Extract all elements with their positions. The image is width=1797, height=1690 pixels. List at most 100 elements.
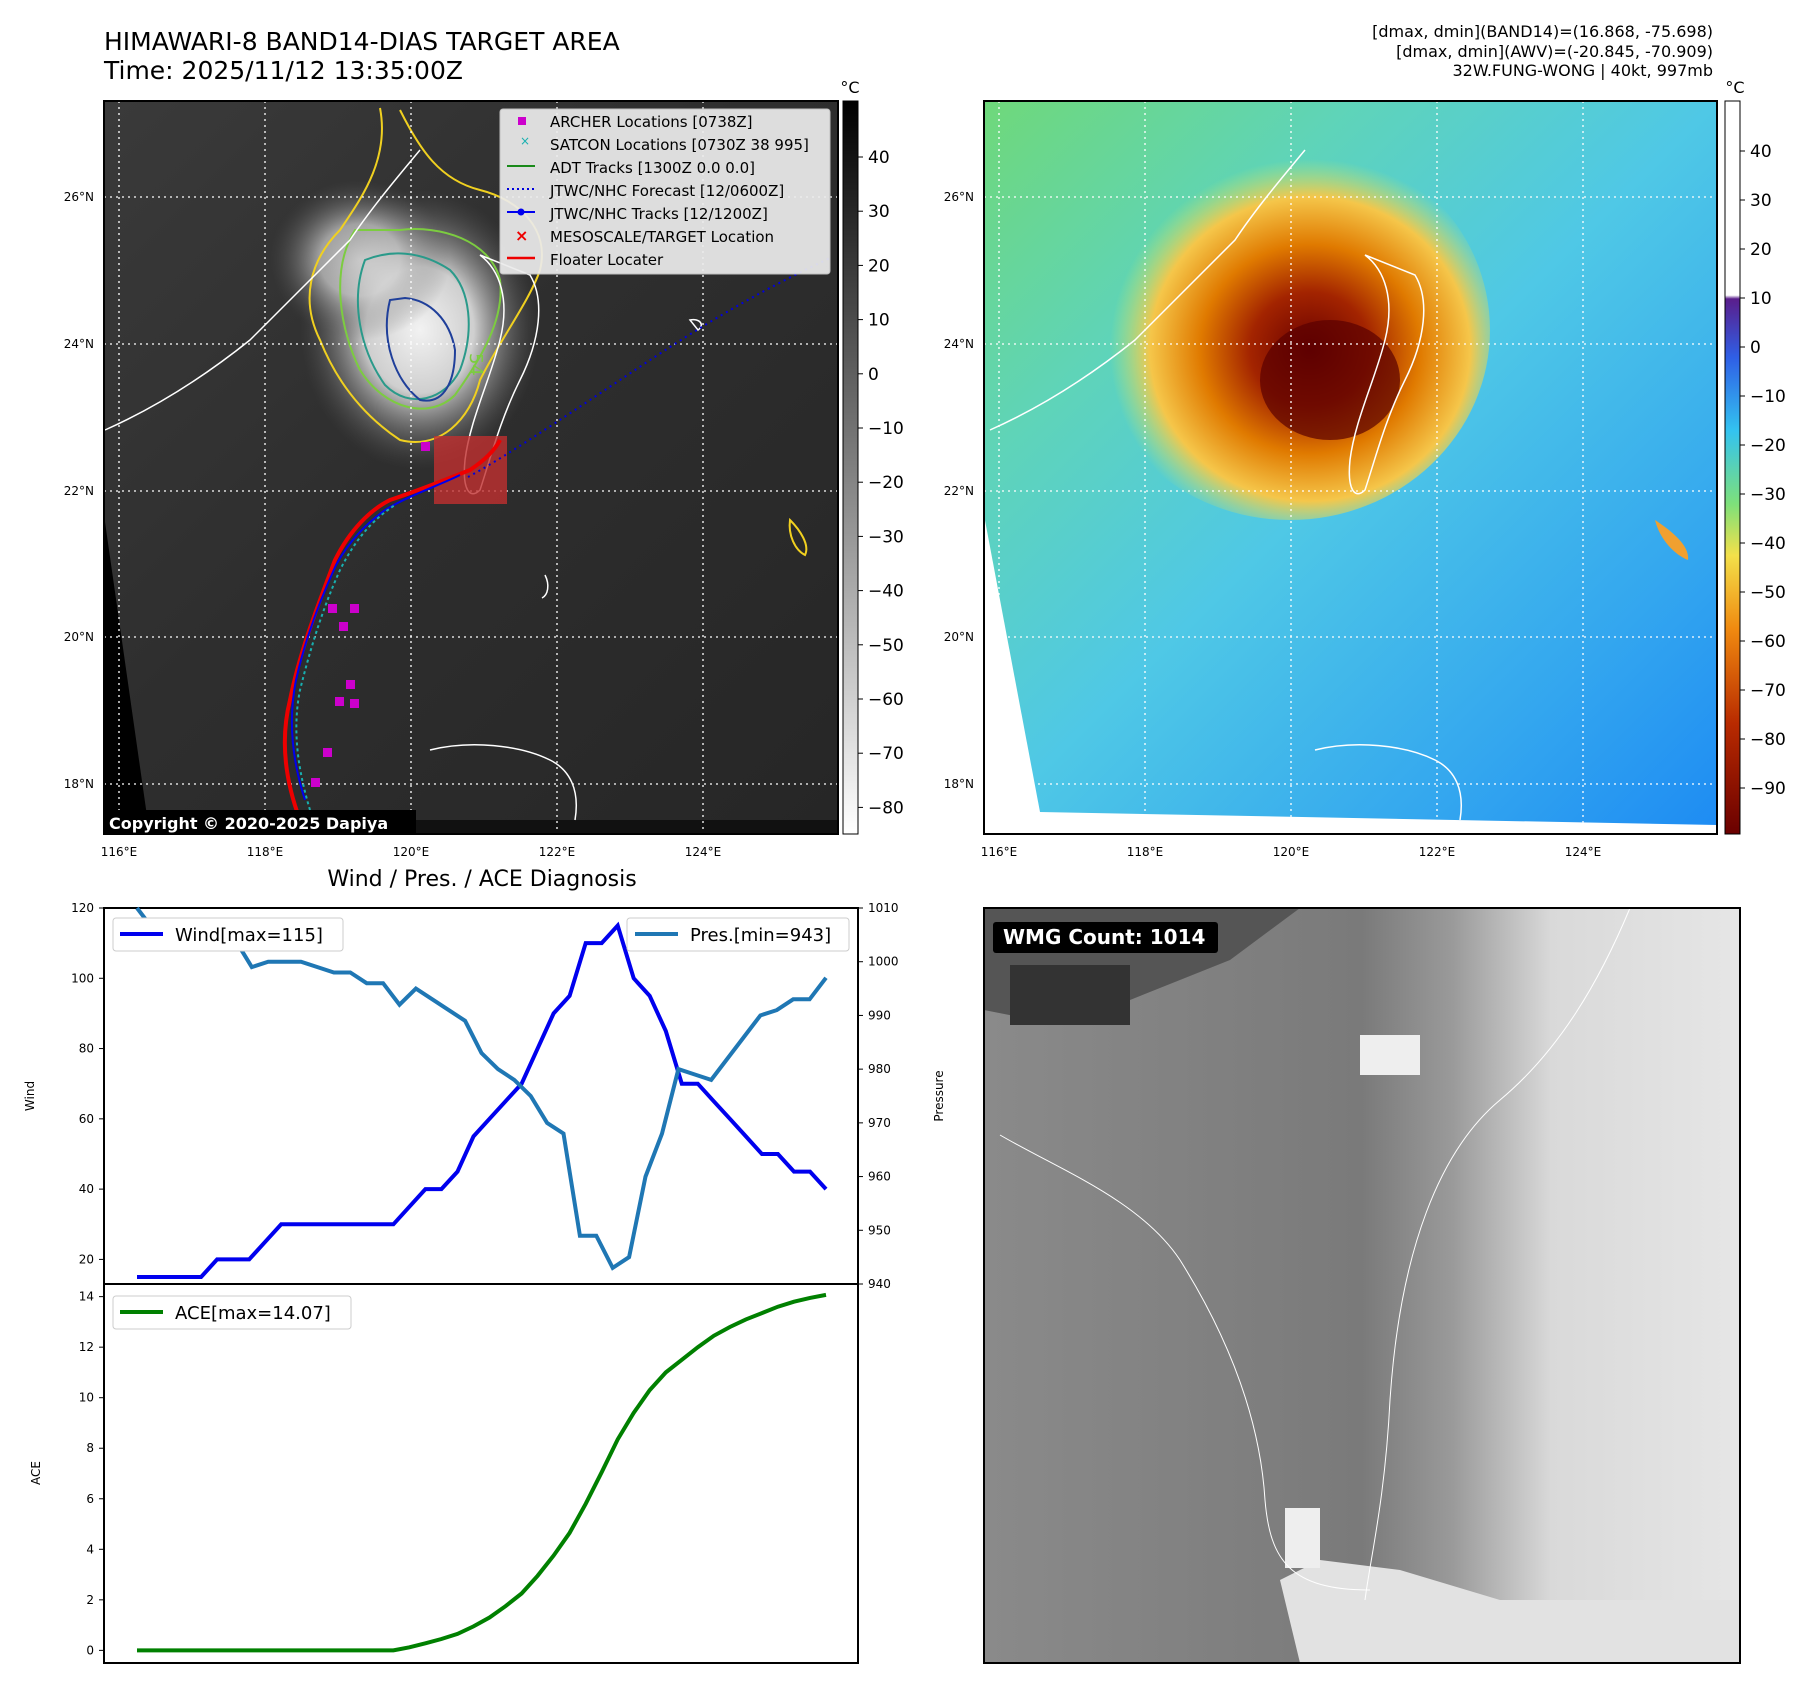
axis-tick-label: 970 (868, 1116, 891, 1130)
lon-label: 116°E (101, 845, 138, 859)
lat-label: 24°N (944, 337, 974, 351)
cyan-x-marker-icon: × (520, 134, 530, 148)
axis-tick-label: 2 (86, 1593, 94, 1607)
ir-coastlines (104, 149, 702, 821)
legend-floater: Floater Locater (550, 251, 664, 269)
lat-label: 26°N (64, 190, 94, 204)
awv-colorbar-ticks: 40 30 20 10 0 −10 −20 −30 −40 −50 −60 −70 −80 −90 (1740, 142, 1786, 799)
colorbar-tick-label: −50 (868, 636, 904, 656)
wind-axis-ticks: 20 40 60 80 100 120 (71, 901, 104, 1266)
axis-tick-label: 1010 (868, 901, 899, 915)
awv-lon-labels: 116°E 118°E 120°E 122°E 124°E (981, 845, 1602, 859)
colorbar-tick-label: −40 (868, 582, 904, 602)
colorbar-tick-label: 20 (868, 256, 890, 276)
lat-label: 20°N (944, 630, 974, 644)
meta-line-1: [dmax, dmin](BAND14)=(16.868, -75.698) (1372, 22, 1713, 41)
colorbar-tick-label: −60 (1750, 632, 1786, 652)
lon-label: 118°E (247, 845, 284, 859)
axis-tick-label: 960 (868, 1170, 891, 1184)
pressure-series-line (135, 906, 828, 1271)
colorbar-tick-label: 20 (1750, 240, 1772, 260)
ir-legend: × × ARCHER Locations [0738Z] SATCON Loca… (499, 108, 831, 275)
lon-label: 120°E (393, 845, 430, 859)
ace-legend-label: ACE[max=14.07] (175, 1303, 331, 1324)
ir-lat-labels: 26°N 24°N 22°N 20°N 18°N (64, 190, 94, 791)
awv-imagery (984, 101, 1717, 825)
ace-axis-ticks: 0 2 4 6 8 10 12 14 (79, 1290, 104, 1657)
legend-forecast: JTWC/NHC Forecast [12/0600Z] (549, 182, 784, 200)
title-line-2: Time: 2025/11/12 13:35:00Z (104, 56, 463, 85)
colorbar-tick-label: 0 (1750, 338, 1761, 358)
colorbar-tick-label: 30 (868, 202, 890, 222)
wind-legend: Wind[max=115] (112, 917, 344, 952)
colorbar-tick-label: −90 (1750, 779, 1786, 799)
contour-label: 54 (465, 353, 486, 376)
satcon-track (295, 504, 396, 811)
meta-line-3: 32W.FUNG-WONG | 40kt, 997mb (1452, 61, 1713, 80)
magenta-square-marker-icon (518, 117, 526, 125)
lon-label: 116°E (981, 845, 1018, 859)
colorbar-tick-label: 40 (868, 148, 890, 168)
lon-label: 124°E (1565, 845, 1602, 859)
colorbar-tick-label: −10 (868, 419, 904, 439)
lat-label: 20°N (64, 630, 94, 644)
axis-tick-label: 80 (79, 1042, 94, 1056)
ir-lon-labels: 116°E 118°E 120°E 122°E 124°E (101, 845, 722, 859)
colorbar-tick-label: −40 (1750, 534, 1786, 554)
lon-label: 122°E (1419, 845, 1456, 859)
pressure-axis-ticks: 940 950 960 970 980 990 1000 1010 (858, 901, 899, 1291)
axis-tick-label: 0 (86, 1643, 94, 1657)
lat-label: 26°N (944, 190, 974, 204)
colorbar-tick-label: 0 (868, 365, 879, 385)
lat-label: 22°N (944, 484, 974, 498)
lat-label: 24°N (64, 337, 94, 351)
colorbar-tick-label: 10 (868, 311, 890, 331)
wind-legend-label: Wind[max=115] (175, 925, 323, 946)
colorbar-tick-label: −30 (1750, 485, 1786, 505)
awv-colorbar-unit: °C (1725, 78, 1744, 97)
awv-grid (984, 101, 1717, 834)
axis-tick-label: 60 (79, 1112, 94, 1126)
wmg-imagery (984, 907, 1740, 1663)
colorbar-tick-label: 30 (1750, 191, 1772, 211)
figure-title: HIMAWARI-8 BAND14-DIAS TARGET AREA Time:… (104, 27, 620, 85)
colorbar-tick-label: −20 (868, 473, 904, 493)
legend-adt: ADT Tracks [1300Z 0.0 0.0] (550, 159, 755, 177)
copyright-badge (104, 810, 416, 834)
awv-lat-labels: 26°N 24°N 22°N 20°N 18°N (944, 190, 974, 791)
pressure-legend: Pres.[min=943] (626, 917, 850, 952)
forecast-track (467, 257, 831, 478)
wind-series-line (137, 921, 828, 1279)
axis-tick-label: 940 (868, 1277, 891, 1291)
awv-colorbar (1724, 100, 1741, 835)
legend-jtwc: JTWC/NHC Tracks [12/1200Z] (549, 205, 768, 223)
title-line-1: HIMAWARI-8 BAND14-DIAS TARGET AREA (104, 27, 620, 56)
ace-axis-label: ACE (29, 1461, 43, 1485)
lon-label: 118°E (1127, 845, 1164, 859)
ir-colorbar (842, 100, 859, 835)
colorbar-tick-label: −70 (1750, 681, 1786, 701)
ir-colorbar-ticks: 40 30 20 10 0 −10 −20 −30 −40 −50 −60 −70 −80 (858, 148, 904, 818)
wmg-count-text: WMG Count: 1014 (1003, 925, 1205, 949)
awv-coastlines (989, 149, 1462, 821)
axis-tick-label: 40 (79, 1182, 94, 1196)
legend-archer: ARCHER Locations [0738Z] (550, 113, 753, 131)
floater-track (282, 439, 502, 821)
wmg-count-badge (993, 922, 1218, 953)
colorbar-tick-label: −20 (1750, 436, 1786, 456)
colorbar-tick-label: −10 (1750, 387, 1786, 407)
ace-plot-frame (103, 1283, 859, 1664)
ir-colorbar-unit: °C (840, 78, 859, 97)
colorbar-tick-label: −50 (1750, 583, 1786, 603)
axis-tick-label: 12 (79, 1340, 94, 1354)
lat-label: 22°N (64, 484, 94, 498)
copyright-text: Copyright © 2020-2025 Dapiya (109, 814, 388, 833)
jtwc-track (290, 474, 461, 801)
legend-mesoscale: MESOSCALE/TARGET Location (550, 228, 774, 246)
axis-tick-label: 990 (868, 1008, 891, 1022)
axis-tick-label: 20 (79, 1252, 94, 1266)
axis-tick-label: 4 (86, 1542, 94, 1556)
lon-label: 120°E (1273, 845, 1310, 859)
wind-axis-label: Wind (23, 1081, 37, 1111)
